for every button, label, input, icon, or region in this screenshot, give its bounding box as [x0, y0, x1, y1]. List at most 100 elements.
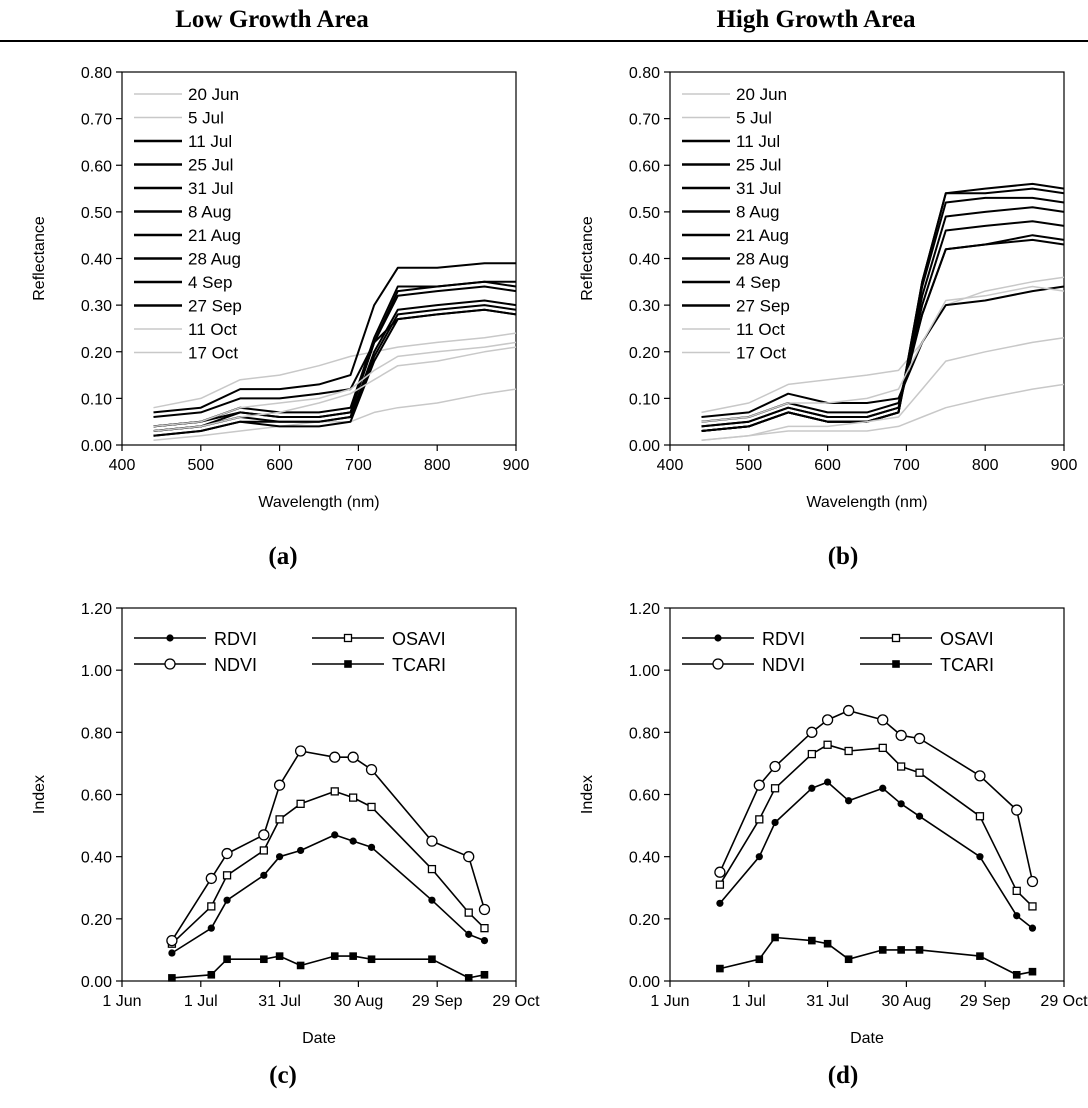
data-point: [771, 933, 779, 942]
x-tick-label: 1 Jun: [650, 993, 689, 1010]
y-tick-label: 1.20: [629, 601, 660, 618]
legend-label: 5 Jul: [188, 109, 224, 128]
legend-label: 21 Aug: [736, 226, 789, 245]
data-point: [771, 818, 779, 827]
y-tick-label: 0.20: [81, 345, 112, 362]
figure-header: Low Growth Area High Growth Area: [0, 0, 1088, 44]
y-axis-label: Reflectance: [579, 216, 596, 301]
series-line: [701, 238, 1065, 428]
legend-label: TCARI: [940, 655, 994, 675]
x-tick-label: 1 Jul: [732, 993, 766, 1010]
legend-label: OSAVI: [940, 629, 994, 649]
series-line: [701, 383, 1065, 442]
data-point: [297, 846, 305, 855]
data-point: [330, 787, 339, 796]
data-point: [1012, 970, 1021, 979]
data-point: [367, 802, 376, 812]
y-tick-label: 0.40: [629, 850, 660, 867]
x-axis-label: Wavelength (nm): [258, 494, 379, 511]
data-point: [824, 778, 832, 786]
legend-label: 5 Jul: [736, 109, 772, 128]
legend-label: 11 Oct: [188, 320, 237, 339]
data-point: [895, 729, 907, 742]
legend-label: TCARI: [392, 655, 446, 675]
chart-d-index-high-growth: 0.00 0.20 0.40 0.60 0.80 1.00 1.20 1 Jun 1 Jul 31…: [579, 601, 1088, 1047]
legend-label: 11 Jul: [188, 132, 232, 151]
data-point: [806, 726, 818, 738]
data-point: [221, 847, 233, 860]
data-point: [823, 740, 832, 749]
x-tick-label: 29 Oct: [1040, 993, 1088, 1010]
data-point: [821, 714, 834, 726]
legend-label: 25 Jul: [188, 156, 233, 175]
x-tick-label: 29 Sep: [960, 993, 1011, 1010]
data-point: [365, 763, 378, 776]
y-tick-label: 0.40: [81, 252, 112, 269]
series-line: [701, 337, 1065, 442]
data-point: [480, 970, 489, 979]
data-point: [714, 634, 722, 642]
x-tick-label: 400: [109, 457, 136, 474]
data-point: [367, 843, 376, 851]
x-tick-label: 29 Oct: [492, 993, 540, 1010]
series-line: [171, 790, 486, 945]
legend-label: 27 Sep: [736, 297, 790, 316]
legend-label: 11 Jul: [736, 132, 780, 151]
data-point: [976, 853, 984, 861]
x-tick-label: 30 Aug: [881, 993, 931, 1010]
series-line: [719, 709, 1034, 882]
data-point: [715, 880, 725, 889]
data-point: [349, 952, 357, 960]
data-point: [915, 768, 924, 777]
x-tick-label: 700: [893, 457, 920, 474]
data-point: [897, 800, 905, 808]
chart-a-reflectance-low-growth: 0.00 0.10 0.20 0.30 0.40 0.50 0.60 0.70 0.80 400 5…: [31, 65, 529, 511]
data-point: [207, 924, 215, 932]
legend-label: 4 Sep: [188, 273, 232, 292]
y-axis-label: Index: [31, 775, 48, 814]
data-point: [755, 815, 764, 824]
y-tick-label: 1.00: [629, 663, 660, 680]
legend-label: 31 Jul: [188, 179, 233, 198]
x-tick-label: 500: [187, 457, 214, 474]
data-point: [1013, 912, 1021, 920]
y-tick-label: 0.70: [81, 112, 112, 129]
series-line: [701, 285, 1065, 418]
x-tick-label: 31 Jul: [258, 993, 301, 1010]
data-point: [896, 762, 906, 771]
panel-label-b: (b): [827, 543, 859, 570]
x-tick-label: 900: [1051, 457, 1078, 474]
data-point: [915, 946, 924, 954]
data-point: [426, 835, 438, 847]
panel-label-d: (d): [827, 1062, 859, 1089]
data-point: [223, 955, 231, 964]
legend-label: 8 Aug: [188, 203, 232, 222]
data-point: [428, 896, 436, 904]
y-tick-label: 0.00: [81, 974, 112, 991]
data-point: [1028, 967, 1037, 976]
data-point: [1028, 924, 1037, 932]
data-point: [755, 955, 764, 964]
series-line: [171, 955, 485, 979]
data-point: [166, 634, 174, 642]
data-point: [296, 961, 305, 970]
x-axis-label: Date: [302, 1030, 336, 1047]
data-point: [166, 934, 178, 947]
x-tick-label: 400: [657, 457, 684, 474]
data-point: [207, 902, 216, 911]
data-point: [347, 751, 359, 763]
series-line: [153, 285, 517, 432]
panel-label-c: (c): [269, 1062, 297, 1089]
chart-b-reflectance-high-growth: 0.00 0.10 0.20 0.30 0.40 0.50 0.60 0.70 0.80 400 5…: [579, 65, 1078, 511]
legend-label: 17 Oct: [188, 344, 238, 363]
y-tick-label: 0.50: [81, 205, 112, 222]
legend-label: NDVI: [762, 655, 805, 675]
series-line: [153, 341, 517, 428]
series-line: [719, 936, 1033, 976]
left-column-title: Low Growth Area: [175, 6, 369, 33]
data-point: [915, 812, 924, 820]
data-point: [367, 955, 376, 964]
data-point: [1012, 886, 1021, 896]
data-point: [755, 853, 763, 861]
data-point: [891, 633, 901, 643]
